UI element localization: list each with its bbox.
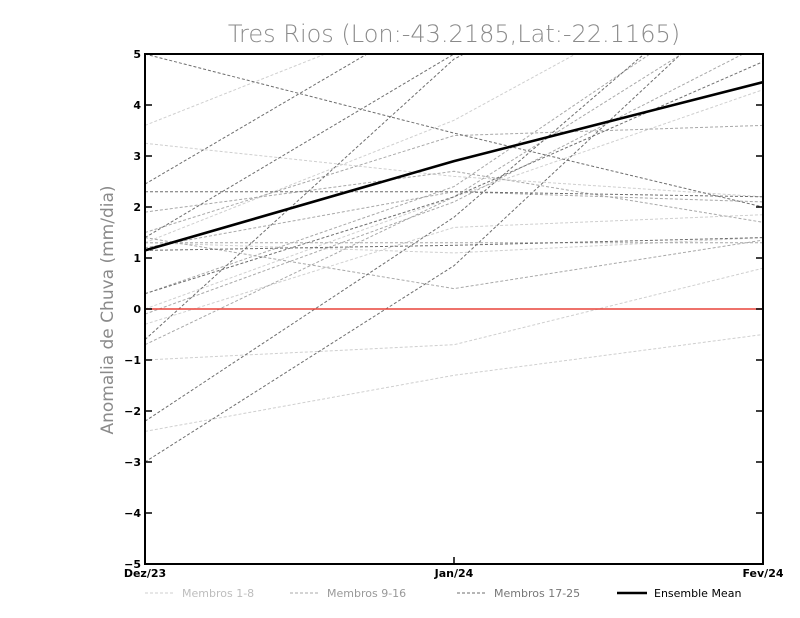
x-tick-label: Jan/24	[434, 567, 474, 580]
member-line-3	[145, 334, 763, 432]
y-tick-label: 2	[133, 201, 141, 214]
member-line-11	[145, 124, 763, 233]
y-axis-ticks: 5 4 3 2 1 0 −1 −2 −3 −4 −5	[124, 48, 763, 571]
member-line-7	[145, 89, 763, 310]
series-layer	[145, 54, 763, 463]
x-axis-ticks: Dez/23 Jan/24 Fev/24	[124, 557, 784, 580]
member-line-24	[145, 61, 763, 295]
member-line-9	[145, 237, 763, 290]
member-line-14	[145, 54, 745, 315]
member-line-12	[145, 191, 763, 249]
y-axis-label: Anomalia de Chuva (mm/dia)	[98, 185, 118, 434]
legend-label: Ensemble Mean	[654, 587, 741, 600]
legend-label: Membros 17-25	[494, 587, 580, 600]
member-line-2	[145, 267, 763, 361]
y-tick-label: 5	[133, 48, 141, 61]
y-tick-label: −3	[124, 456, 141, 469]
y-tick-label: −2	[124, 405, 141, 418]
y-tick-label: 0	[133, 303, 141, 316]
y-tick-label: −4	[124, 507, 141, 520]
ensemble-mean-layer	[145, 80, 763, 252]
member-line-13	[145, 170, 763, 223]
legend-label: Membros 9-16	[327, 587, 406, 600]
member-line-4	[145, 54, 327, 126]
y-tick-label: −1	[124, 354, 141, 367]
y-tick-label: 1	[133, 252, 141, 265]
x-tick-label: Dez/23	[124, 567, 166, 580]
member-line-22	[145, 54, 645, 422]
member-line-8	[145, 142, 763, 198]
member-line-10	[145, 54, 683, 346]
chart-title: Tres Rios (Lon:-43.2185,Lat:-22.1165)	[228, 20, 680, 48]
x-tick-label: Fev/24	[742, 567, 783, 580]
legend-label: Membros 1-8	[182, 587, 254, 600]
ensemble-mean-line	[145, 80, 763, 252]
member-line-16	[145, 54, 651, 295]
member-line-17	[145, 54, 682, 463]
member-line-19	[145, 191, 763, 198]
member-line-23	[145, 54, 763, 239]
y-tick-label: −5	[124, 558, 141, 571]
member-line-18	[145, 54, 763, 208]
y-tick-label: 3	[133, 150, 141, 163]
legend: Membros 1-8 Membros 9-16 Membros 17-25 Ense…	[145, 587, 741, 600]
member-line-25	[145, 54, 466, 340]
member-line-21	[145, 237, 763, 251]
member-line-6	[145, 54, 577, 244]
member-line-5	[145, 214, 763, 325]
y-tick-label: 4	[133, 99, 141, 112]
